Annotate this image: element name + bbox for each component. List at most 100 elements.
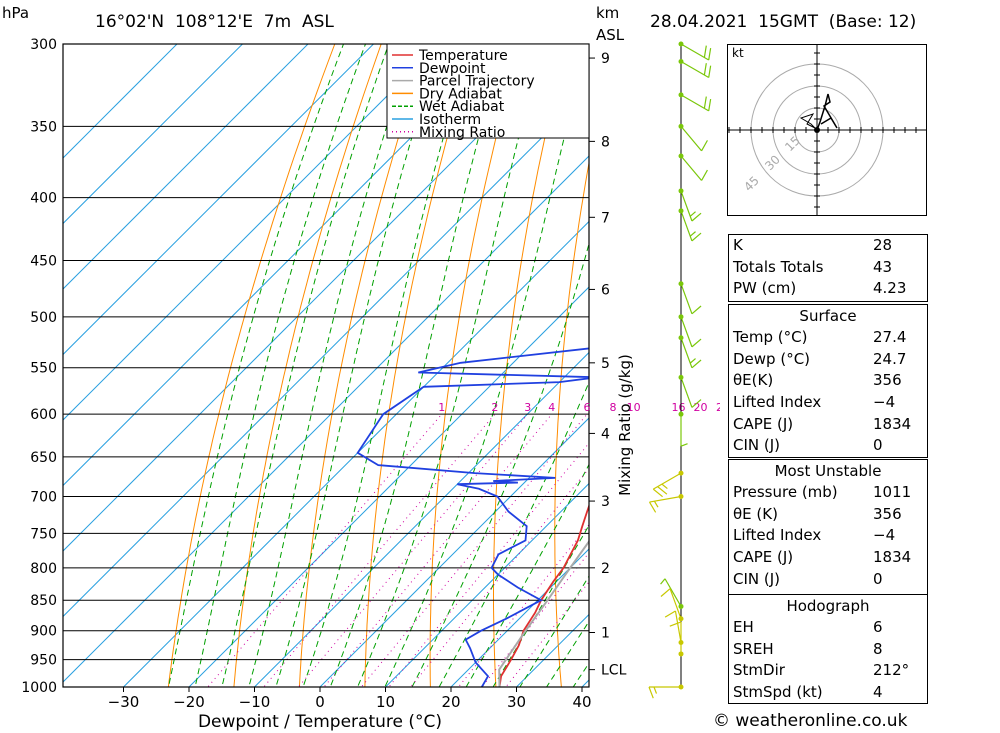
- wind-barb-flag: [703, 96, 707, 109]
- wind-barb-flag: [653, 500, 659, 508]
- wind-barb-flag: [691, 399, 702, 408]
- wet-adiabat: [302, 44, 472, 687]
- km-tick-label: 5: [601, 356, 610, 372]
- surface-value: 356: [873, 371, 902, 390]
- wind-barb-flag: [701, 169, 708, 181]
- wind-barb-dot: [678, 59, 684, 65]
- km-tick-label: 4: [601, 426, 610, 442]
- wind-barb-flag: [648, 501, 657, 513]
- dry-adiabat: [554, 160, 589, 687]
- pressure-tick-label: 900: [30, 624, 57, 640]
- dewpoint-line: [356, 347, 589, 687]
- datetime-title: 28.04.2021 15GMT (Base: 12): [650, 12, 917, 32]
- wind-barb-flag: [652, 488, 663, 498]
- mixing-ratio-label: 6: [584, 401, 591, 414]
- hodo-label: EH: [733, 618, 754, 636]
- wind-barb-flag: [689, 211, 696, 217]
- hodo-value: 8: [873, 639, 883, 658]
- surface-label: Temp (°C): [733, 328, 808, 346]
- wet-adiabat: [275, 44, 442, 687]
- mixing-ratio-line: [360, 413, 588, 687]
- isotherm-line: [63, 44, 244, 225]
- x-axis-title: Dewpoint / Temperature (°C): [198, 712, 442, 732]
- mixing-ratio-label: 20: [694, 401, 708, 414]
- wind-barb-flag: [691, 359, 702, 369]
- mu-value: 356: [873, 504, 902, 523]
- x-tick-label: −10: [239, 693, 271, 711]
- wind-barb-flag: [708, 65, 712, 78]
- dry-adiabat: [429, 44, 522, 687]
- isotherm-line: [188, 286, 589, 687]
- x-tick-label: 10: [376, 693, 395, 711]
- wind-barb-flag: [689, 231, 696, 237]
- mixing-ratio-line: [505, 581, 589, 687]
- wind-barb-staff: [664, 578, 682, 607]
- km-tick-label: 6: [601, 282, 610, 298]
- legend-label: Isotherm: [419, 112, 481, 128]
- wind-barb-flag: [701, 140, 708, 152]
- wind-barb-flag: [669, 621, 682, 627]
- skewt-chart: 3003504004505005506006507007508008509009…: [21, 37, 720, 732]
- mixing-ratio-label: 4: [548, 401, 555, 414]
- wet-adiabat: [221, 44, 390, 687]
- mixing-ratio-label: 1: [438, 401, 445, 414]
- mu-label: CAPE (J): [733, 548, 794, 567]
- mu-value: −4: [873, 526, 896, 545]
- wind-barb-flag: [648, 686, 654, 699]
- index-label: PW (cm): [733, 279, 797, 298]
- wet-adiabat: [438, 381, 589, 687]
- mixing-ratio-line: [323, 413, 553, 687]
- series-layer: [356, 347, 589, 687]
- km-tick-label: LCL: [601, 663, 627, 679]
- mixing-ratio-label: 3: [524, 401, 531, 414]
- wind-barb-flag: [660, 578, 666, 585]
- wind-barb-flag: [653, 686, 658, 694]
- legend-label: Wet Adiabat: [419, 99, 505, 115]
- index-value: 4.23: [873, 279, 907, 298]
- isotherm-line: [63, 44, 309, 290]
- x-tick-label: 40: [572, 693, 591, 711]
- km-tick-label: 9: [601, 51, 610, 67]
- wind-barb-flag: [689, 358, 696, 364]
- x-tick-label: −20: [173, 693, 205, 711]
- pressure-tick-label: 550: [30, 361, 57, 377]
- surface-value: 27.4: [873, 328, 907, 346]
- height-unit-asl: ASL: [596, 26, 625, 44]
- wind-barb-staff: [674, 610, 682, 643]
- legend-label: Mixing Ratio: [419, 125, 505, 141]
- mixing-ratio-line: [297, 413, 529, 687]
- surface-label: θE(K): [733, 371, 774, 390]
- pressure-tick-label: 400: [30, 191, 57, 207]
- surface-label: CAPE (J): [733, 414, 794, 433]
- background-lines: [63, 44, 589, 687]
- wet-adiabat: [465, 463, 589, 687]
- isotherm-line: [63, 44, 375, 356]
- pressure-tick-label: 350: [30, 119, 57, 135]
- pressure-unit-label: hPa: [2, 4, 30, 22]
- mixing-ratio-label: 16: [672, 401, 686, 414]
- wind-barb-flag: [691, 338, 702, 348]
- pressure-tick-label: 750: [30, 526, 57, 542]
- x-tick-label: 20: [441, 693, 460, 711]
- km-tick-label: 2: [601, 561, 610, 577]
- surface-value: 24.7: [873, 349, 907, 368]
- wind-barb-flag: [680, 443, 688, 447]
- hodograph-unit: kt: [732, 46, 744, 60]
- km-tick-label: 8: [601, 134, 610, 150]
- temperature-line: [498, 503, 589, 687]
- hodo-label: StmSpd (kt): [733, 683, 823, 702]
- surface-table: Surface Temp (°C) 27.4 Dewp (°C) 24.7 θE(K…: [728, 304, 928, 458]
- wind-barb-flag: [691, 232, 702, 242]
- wind-barb-flag: [660, 588, 671, 597]
- mu-label: Pressure (mb): [733, 483, 838, 501]
- pressure-tick-label: 800: [30, 561, 57, 577]
- wet-adiabat: [519, 575, 589, 687]
- x-tick-label: −30: [108, 693, 140, 711]
- index-label: K: [733, 236, 743, 254]
- index-value: 28: [873, 236, 893, 254]
- hodo-label: StmDir: [733, 661, 785, 680]
- isotherm-line: [384, 482, 589, 687]
- mu-label: θE (K): [733, 504, 778, 523]
- wet-adiabat: [194, 44, 367, 687]
- hodograph-table: Hodograph EH 6 SREH 8 StmDir 212° StmSpd (k…: [728, 594, 928, 704]
